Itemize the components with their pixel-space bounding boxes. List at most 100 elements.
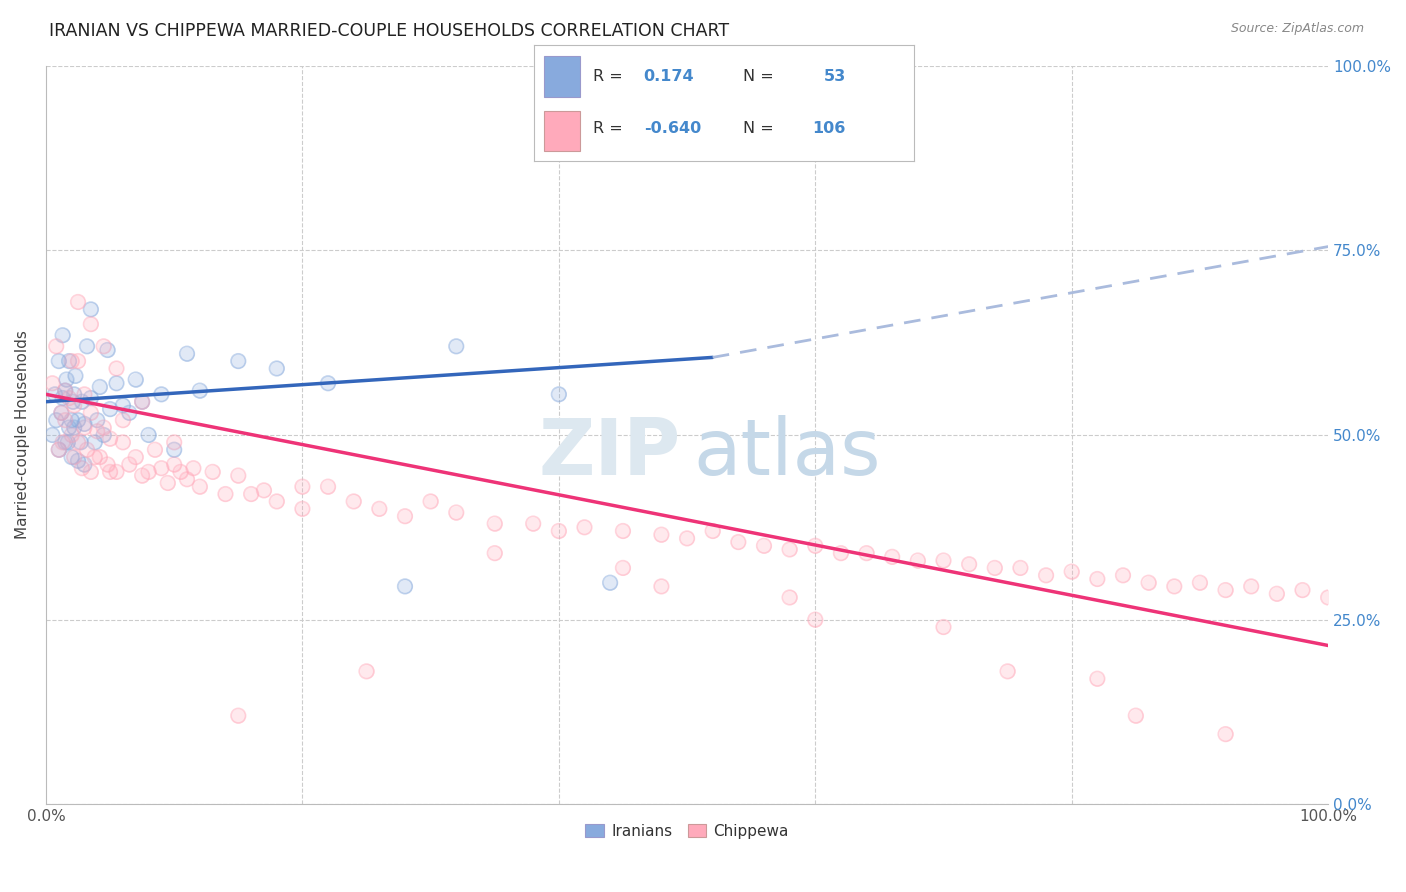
Point xyxy=(52,391,75,405)
Point xyxy=(368,501,391,516)
Point xyxy=(446,506,468,520)
Point xyxy=(830,546,852,560)
Text: 0.174: 0.174 xyxy=(643,69,693,84)
Point xyxy=(118,458,141,472)
Point xyxy=(41,376,63,391)
Point xyxy=(66,435,89,450)
Point xyxy=(702,524,724,538)
Point xyxy=(446,339,468,353)
Point xyxy=(163,458,186,472)
Point xyxy=(80,465,103,479)
Point xyxy=(932,553,955,567)
Point xyxy=(932,620,955,634)
Point xyxy=(343,494,366,508)
Point xyxy=(66,354,89,368)
Point xyxy=(80,391,103,405)
Bar xyxy=(544,56,579,97)
Point xyxy=(1112,568,1135,582)
Point xyxy=(60,413,83,427)
Point xyxy=(76,442,98,457)
Point xyxy=(131,394,153,409)
Point xyxy=(1125,708,1147,723)
Point xyxy=(650,579,672,593)
Point xyxy=(266,361,288,376)
Point xyxy=(45,339,67,353)
Point xyxy=(804,539,827,553)
Point xyxy=(163,442,186,457)
Point xyxy=(599,575,621,590)
Point xyxy=(111,435,134,450)
Point xyxy=(156,475,179,490)
Point xyxy=(63,450,86,464)
Point xyxy=(73,387,96,401)
Point xyxy=(830,546,852,560)
Point xyxy=(105,465,128,479)
Point xyxy=(1240,579,1263,593)
Point xyxy=(125,373,148,387)
Point xyxy=(1291,583,1313,598)
Point xyxy=(702,121,724,136)
Point xyxy=(118,406,141,420)
Point xyxy=(752,539,775,553)
Point xyxy=(98,402,121,417)
Point xyxy=(779,591,801,605)
Point xyxy=(48,442,70,457)
Point xyxy=(56,435,79,450)
Text: R =: R = xyxy=(593,69,623,84)
Y-axis label: Married-couple Households: Married-couple Households xyxy=(15,331,30,540)
Text: IRANIAN VS CHIPPEWA MARRIED-COUPLE HOUSEHOLDS CORRELATION CHART: IRANIAN VS CHIPPEWA MARRIED-COUPLE HOUSE… xyxy=(49,22,730,40)
Point xyxy=(882,549,904,564)
Point xyxy=(1010,561,1032,575)
Point xyxy=(70,394,93,409)
Point xyxy=(547,524,569,538)
Point xyxy=(547,387,569,401)
Point xyxy=(63,398,86,412)
Point xyxy=(66,413,89,427)
Point xyxy=(484,516,506,531)
Point xyxy=(105,465,128,479)
Point xyxy=(53,384,76,398)
Point xyxy=(650,579,672,593)
Point xyxy=(73,420,96,434)
Point xyxy=(779,542,801,557)
Point xyxy=(70,461,93,475)
Point xyxy=(419,494,441,508)
Point xyxy=(111,398,134,412)
Point xyxy=(93,420,115,434)
Point xyxy=(169,465,191,479)
Point xyxy=(727,535,749,549)
Point xyxy=(105,361,128,376)
Point xyxy=(650,527,672,541)
Point xyxy=(70,394,93,409)
Point xyxy=(907,553,929,567)
Point xyxy=(60,450,83,464)
Point xyxy=(1265,587,1288,601)
Point xyxy=(52,435,75,450)
Point xyxy=(214,487,236,501)
Text: atlas: atlas xyxy=(693,416,882,491)
Point xyxy=(484,546,506,560)
Point xyxy=(51,406,73,420)
Point xyxy=(226,468,249,483)
Point xyxy=(105,376,128,391)
Point xyxy=(58,391,80,405)
Point xyxy=(855,546,877,560)
Point xyxy=(984,561,1007,575)
Point xyxy=(547,524,569,538)
Point xyxy=(1265,587,1288,601)
Point xyxy=(60,428,83,442)
Point xyxy=(1112,568,1135,582)
Point xyxy=(266,494,288,508)
Point xyxy=(93,339,115,353)
Point xyxy=(138,428,160,442)
Point xyxy=(80,465,103,479)
Point xyxy=(63,420,86,434)
Point xyxy=(80,317,103,331)
Point xyxy=(58,420,80,434)
Point xyxy=(163,435,186,450)
Point xyxy=(118,406,141,420)
Point xyxy=(804,613,827,627)
Point xyxy=(62,394,84,409)
Point xyxy=(93,428,115,442)
Point xyxy=(62,394,84,409)
